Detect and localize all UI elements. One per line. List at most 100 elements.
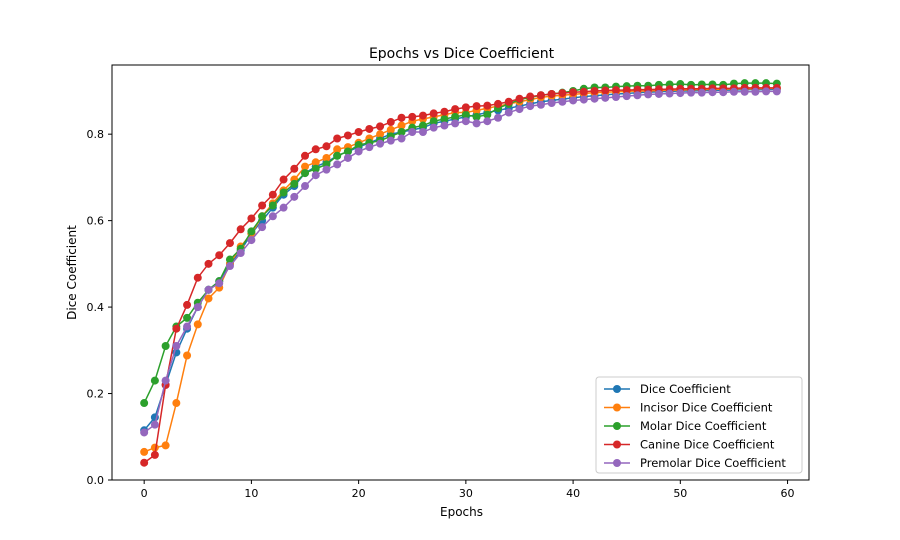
x-tick-label: 30 (459, 487, 473, 500)
data-point (772, 87, 781, 96)
data-point (268, 201, 277, 210)
y-axis: 0.0 0.2 0.4 0.6 0.8 (87, 128, 112, 487)
data-point (258, 212, 267, 221)
data-point (687, 88, 696, 97)
data-point (429, 123, 438, 132)
data-point (697, 88, 706, 97)
x-tick-label: 10 (244, 487, 258, 500)
data-point (193, 273, 202, 282)
legend-label: Premolar Dice Coefficient (640, 456, 786, 470)
legend-item: Incisor Dice Coefficient (604, 401, 773, 415)
data-point (654, 89, 663, 98)
data-point (343, 153, 352, 162)
legend-item: Canine Dice Coefficient (604, 438, 775, 452)
data-point (461, 103, 470, 112)
data-point (247, 227, 256, 236)
data-point (311, 164, 320, 173)
x-tick-label: 40 (566, 487, 580, 500)
data-point (504, 108, 513, 117)
data-point (247, 236, 256, 245)
data-point (279, 203, 288, 212)
data-point (729, 87, 738, 96)
data-point (365, 143, 374, 152)
data-point (461, 110, 470, 119)
data-point (547, 89, 556, 98)
data-point (590, 86, 599, 95)
x-tick-label: 0 (141, 487, 148, 500)
y-axis-label: Dice Coefficient (65, 225, 79, 320)
data-point (665, 89, 674, 98)
data-point (354, 140, 363, 149)
data-point (172, 341, 181, 350)
data-point (633, 91, 642, 100)
data-point (215, 279, 224, 288)
data-point (204, 285, 213, 294)
data-point (418, 128, 427, 137)
data-point (751, 87, 760, 96)
data-point (526, 102, 535, 111)
data-point (418, 121, 427, 130)
data-point (622, 92, 631, 101)
data-point (429, 117, 438, 126)
data-point (676, 89, 685, 98)
legend-marker (613, 440, 621, 449)
legend-label: Dice Coefficient (640, 382, 731, 396)
data-point (440, 115, 449, 124)
data-point (376, 139, 385, 148)
data-point (183, 351, 192, 360)
data-point (376, 130, 385, 139)
legend-marker (613, 385, 621, 393)
y-tick-label: 0.4 (87, 301, 105, 314)
data-point (558, 89, 567, 98)
chart-title: Epochs vs Dice Coefficient (369, 46, 555, 62)
x-tick-label: 60 (781, 487, 795, 500)
data-point (451, 119, 460, 128)
data-point (225, 255, 234, 264)
data-point (483, 110, 492, 119)
data-point (236, 225, 245, 234)
data-point (268, 190, 277, 199)
data-point (172, 324, 181, 333)
y-tick-label: 0.6 (87, 215, 105, 228)
data-point (611, 92, 620, 101)
legend-label: Molar Dice Coefficient (640, 419, 767, 433)
data-point (397, 128, 406, 137)
data-point (183, 322, 192, 331)
data-point (579, 87, 588, 96)
data-point (258, 223, 267, 232)
x-axis-label: Epochs (440, 505, 483, 519)
data-point (472, 102, 481, 111)
data-point (579, 95, 588, 104)
data-point (461, 117, 470, 126)
data-point (483, 101, 492, 110)
data-point (343, 147, 352, 156)
data-point (204, 259, 213, 268)
data-point (301, 162, 310, 171)
data-point (301, 151, 310, 160)
data-point (343, 131, 352, 140)
data-point (418, 111, 427, 120)
data-point (225, 239, 234, 248)
x-tick-label: 50 (673, 487, 687, 500)
data-point (633, 85, 642, 94)
data-point (290, 179, 299, 188)
data-point (140, 399, 149, 408)
data-point (536, 100, 545, 109)
data-point (322, 153, 331, 162)
data-point (397, 113, 406, 122)
data-point (397, 134, 406, 143)
data-point (322, 142, 331, 151)
data-point (451, 105, 460, 114)
data-point (150, 420, 159, 429)
data-point (376, 122, 385, 131)
data-point (515, 105, 524, 114)
data-point (258, 201, 267, 210)
data-point (140, 458, 149, 467)
data-point (161, 376, 170, 385)
y-tick-label: 0.0 (87, 474, 105, 487)
data-point (622, 86, 631, 95)
data-point (472, 112, 481, 121)
data-point (172, 399, 181, 408)
data-point (279, 188, 288, 197)
